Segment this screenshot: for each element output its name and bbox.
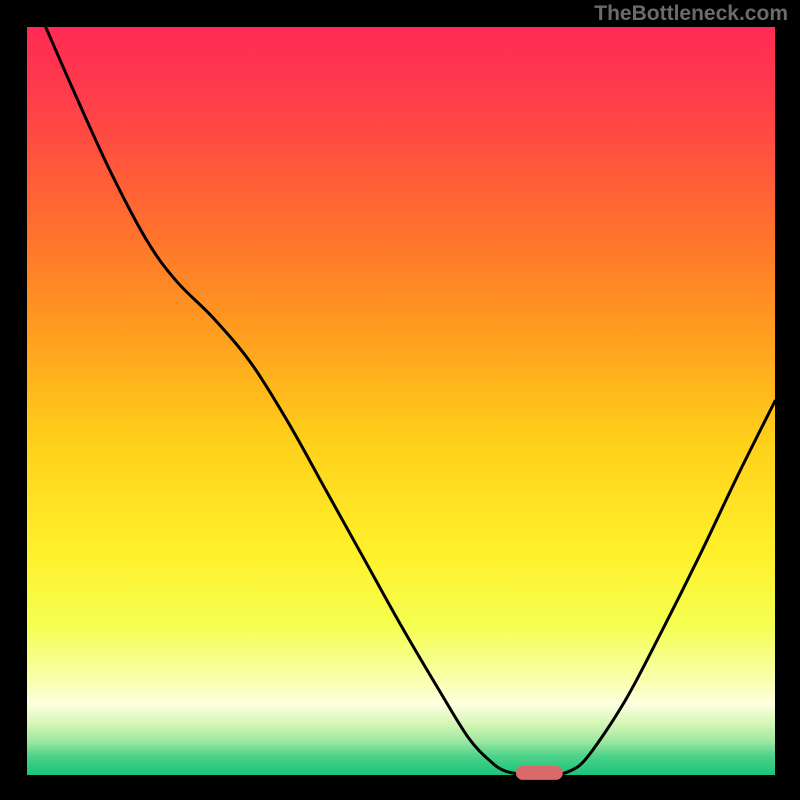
plot-area <box>27 27 775 775</box>
bottleneck-curve <box>27 27 775 775</box>
chart-container: TheBottleneck.com <box>0 0 800 800</box>
watermark-text: TheBottleneck.com <box>594 2 788 26</box>
optimal-point-marker <box>516 766 562 780</box>
